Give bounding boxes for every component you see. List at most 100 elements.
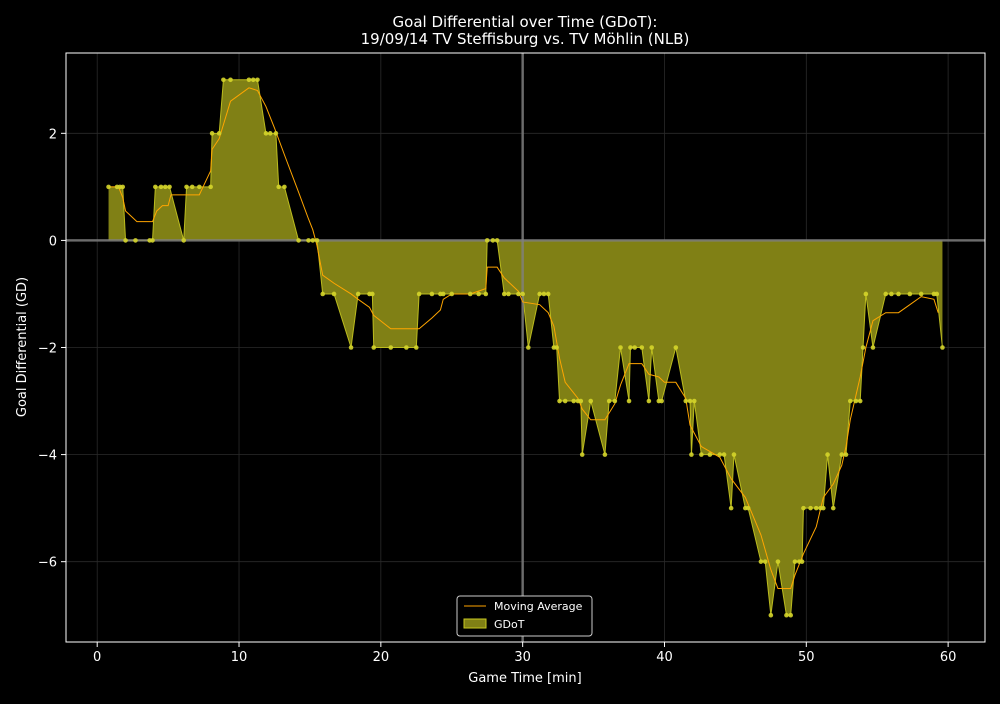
gdot-point bbox=[189, 184, 195, 190]
gdot-point bbox=[578, 398, 584, 404]
gdot-point bbox=[404, 345, 409, 350]
x-tick-label: 0 bbox=[93, 650, 101, 665]
gdot-point bbox=[687, 398, 693, 404]
gdot-area-fill bbox=[108, 79, 943, 616]
gdot-point bbox=[940, 345, 945, 350]
gdot-point bbox=[467, 291, 473, 297]
gdot-point bbox=[273, 131, 279, 136]
gdot-point bbox=[120, 184, 126, 190]
gdot-point bbox=[728, 505, 734, 511]
gdot-point bbox=[306, 238, 311, 243]
gdot-point bbox=[216, 131, 222, 136]
gdot-point bbox=[562, 398, 568, 404]
gdot-point bbox=[162, 184, 168, 190]
gdot-point bbox=[602, 452, 608, 457]
gdot-point bbox=[758, 559, 764, 564]
gdot-point bbox=[839, 452, 845, 457]
gdot-point bbox=[282, 184, 287, 190]
gdot-point bbox=[370, 291, 375, 297]
legend-gdot-label: GDoT bbox=[494, 618, 525, 631]
gdot-point bbox=[673, 345, 679, 350]
gdot-markers bbox=[106, 77, 945, 618]
gdot-point bbox=[626, 398, 632, 404]
chart-title-line2: 19/09/14 TV Steffisburg vs. TV Möhlin (N… bbox=[361, 30, 690, 48]
gdot-point bbox=[228, 77, 233, 83]
gdot-point bbox=[184, 184, 189, 190]
gdot-point bbox=[106, 184, 111, 190]
gdot-point bbox=[449, 291, 455, 297]
gdot-point bbox=[501, 291, 507, 297]
x-tick-label: 20 bbox=[373, 650, 390, 665]
x-tick-label: 40 bbox=[656, 650, 673, 665]
legend-box bbox=[456, 595, 593, 637]
gdot-point bbox=[825, 452, 830, 457]
gdot-point bbox=[801, 505, 806, 511]
gdot-point bbox=[853, 398, 859, 404]
legend-gdot-swatch bbox=[463, 618, 487, 629]
gdot-point bbox=[181, 238, 187, 243]
gdot-point bbox=[388, 345, 394, 350]
gdot-point bbox=[348, 345, 354, 350]
x-tick-label: 50 bbox=[798, 650, 815, 665]
gdot-point bbox=[649, 345, 655, 350]
legend: Moving Average GDoT bbox=[456, 595, 593, 637]
gdot-point bbox=[158, 184, 164, 190]
gdot-point bbox=[276, 184, 282, 190]
y-tick-label: 2 bbox=[49, 127, 57, 142]
gdot-point bbox=[520, 291, 525, 297]
gdot-point bbox=[745, 505, 751, 511]
y-axis-ticks: 2 0 −2 −4 −6 bbox=[38, 127, 66, 571]
gdot-point bbox=[934, 291, 940, 297]
gdot-point bbox=[870, 345, 876, 350]
gdot-point bbox=[691, 398, 697, 404]
gdot-point bbox=[153, 184, 158, 190]
gdot-point bbox=[494, 238, 500, 243]
gdot-point bbox=[863, 291, 869, 297]
gdot-point bbox=[606, 398, 612, 404]
y-tick-label: −4 bbox=[38, 449, 57, 464]
gdot-point bbox=[440, 291, 446, 297]
gdot-point bbox=[526, 345, 531, 350]
gdot-point bbox=[721, 452, 727, 457]
gdot-point bbox=[355, 291, 361, 297]
gdot-point bbox=[476, 291, 481, 297]
gdot-point bbox=[296, 238, 301, 243]
gdot-point bbox=[197, 184, 202, 190]
gdot-point bbox=[618, 345, 623, 350]
gdot-point bbox=[762, 559, 768, 564]
gdot-point bbox=[799, 559, 805, 564]
gdot-point bbox=[731, 452, 737, 457]
gdot-point bbox=[167, 184, 172, 190]
gdot-point bbox=[429, 291, 435, 297]
x-tick-label: 30 bbox=[514, 650, 531, 665]
gdot-point bbox=[639, 345, 645, 350]
gdot-point bbox=[416, 291, 422, 297]
gdot-point bbox=[490, 238, 496, 243]
x-tick-label: 60 bbox=[940, 650, 957, 665]
gdot-point bbox=[133, 238, 138, 243]
gdot-point bbox=[646, 398, 652, 404]
gdot-point bbox=[314, 238, 320, 243]
gdot-point bbox=[792, 559, 798, 564]
gdot-point bbox=[847, 398, 853, 404]
x-tick-label: 10 bbox=[231, 650, 248, 665]
y-axis-label: Goal Differential (GD) bbox=[15, 277, 30, 417]
gdot-point bbox=[768, 612, 774, 618]
gdot-point bbox=[554, 345, 560, 350]
gdot-point bbox=[483, 291, 489, 297]
gdot-point bbox=[208, 184, 213, 190]
gdot-point bbox=[857, 398, 863, 404]
gdot-point bbox=[545, 291, 551, 297]
gdot-point bbox=[788, 612, 794, 618]
gdot-point bbox=[516, 291, 521, 297]
gdot-point bbox=[331, 291, 337, 297]
gdot-point bbox=[571, 398, 577, 404]
gdot-point bbox=[484, 238, 490, 243]
gdot-point bbox=[907, 291, 913, 297]
gdot-point bbox=[699, 452, 704, 457]
legend-moving-average-label: Moving Average bbox=[494, 600, 583, 613]
gdot-point bbox=[263, 131, 269, 136]
gdot-point bbox=[267, 131, 273, 136]
